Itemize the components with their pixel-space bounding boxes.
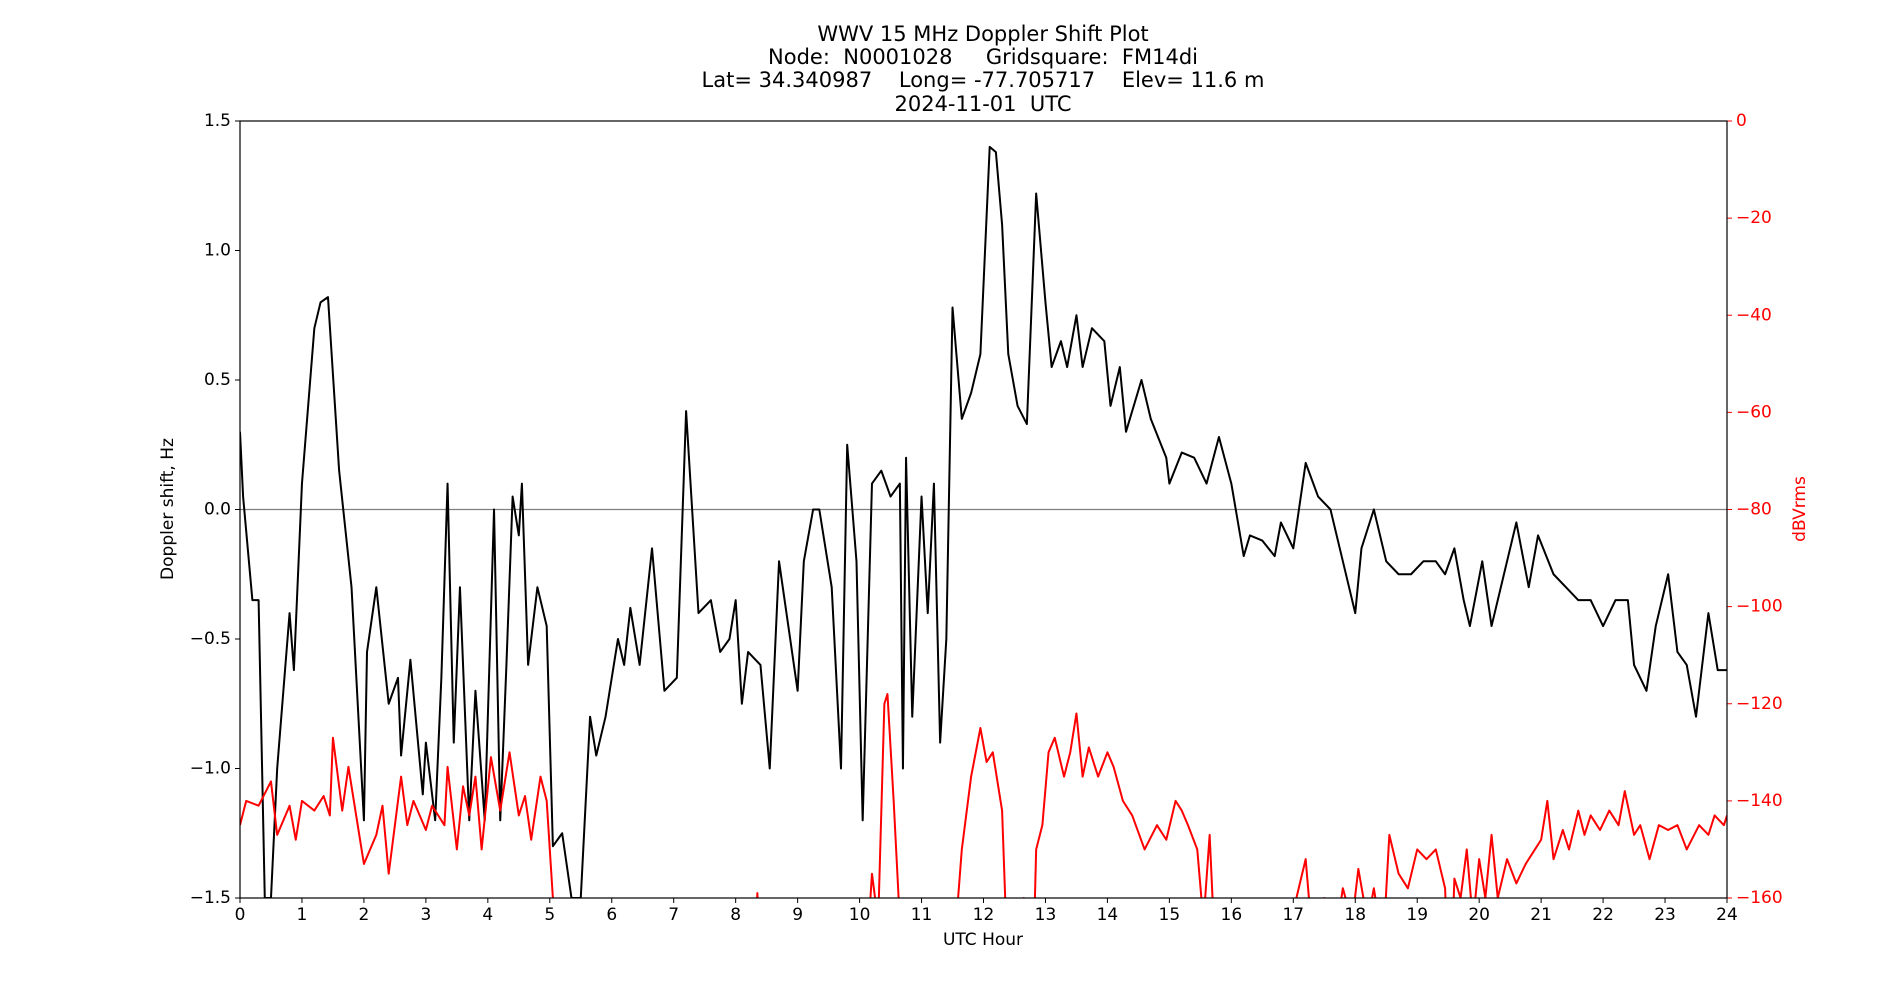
y2-tick-label: −80 (1736, 500, 1772, 520)
x-tick-label: 19 (1406, 905, 1428, 925)
plot-area (240, 145, 1727, 898)
data-line (240, 145, 1727, 898)
x-tick-label: 23 (1654, 905, 1676, 925)
y-tick-label: 1.0 (204, 241, 231, 261)
x-tick-label: 5 (544, 905, 555, 925)
x-tick-label: 11 (911, 905, 933, 925)
x-tick-label: 16 (1221, 905, 1243, 925)
x-tick-label: 21 (1530, 905, 1552, 925)
x-tick-label: 8 (730, 905, 741, 925)
x-tick-label: 12 (973, 905, 995, 925)
x-tick-label: 24 (1716, 905, 1738, 925)
y2-tick-label: −120 (1736, 694, 1783, 714)
y-tick-label: 0.5 (204, 370, 231, 390)
x-axis-label: UTC Hour (943, 930, 1023, 950)
y-tick-label: −0.5 (190, 629, 231, 649)
x-tick-label: 3 (420, 905, 431, 925)
x-tick-label: 14 (1097, 905, 1119, 925)
x-tick-label: 15 (1159, 905, 1181, 925)
chart-title: WWV 15 MHz Doppler Shift Plot (817, 22, 1148, 46)
y-axis-label: Doppler shift, Hz (158, 438, 178, 580)
y2-tick-label: 0 (1736, 111, 1747, 131)
chart-subtitle: Lat= 34.340987 Long= -77.705717 Elev= 11… (702, 68, 1265, 92)
x-tick-label: 13 (1035, 905, 1057, 925)
x-tick-label: 4 (482, 905, 493, 925)
x-tick-label: 7 (668, 905, 679, 925)
plot-frame (239, 120, 1728, 899)
y2-tick-label: −20 (1736, 208, 1772, 228)
x-tick-label: 9 (792, 905, 803, 925)
y2-axis-label: dBVrms (1790, 476, 1810, 542)
data-line (240, 693, 1727, 898)
y2-tick-label: −160 (1736, 888, 1783, 908)
x-tick-label: 17 (1282, 905, 1304, 925)
x-tick-label: 18 (1344, 905, 1366, 925)
chart-subtitle: 2024-11-01 UTC (894, 92, 1071, 116)
y2-tick-label: −40 (1736, 305, 1772, 325)
y-tick-label: 1.5 (204, 111, 231, 131)
x-tick-label: 0 (235, 905, 246, 925)
x-tick-label: 20 (1468, 905, 1490, 925)
x-tick-label: 1 (297, 905, 308, 925)
y2-tick-label: −100 (1736, 597, 1783, 617)
y-tick-label: −1.5 (190, 888, 231, 908)
y2-tick-label: −140 (1736, 791, 1783, 811)
y2-tick-label: −60 (1736, 402, 1772, 422)
x-tick-label: 6 (606, 905, 617, 925)
x-tick-label: 10 (849, 905, 871, 925)
y-tick-label: −1.0 (190, 759, 231, 779)
x-tick-label: 22 (1592, 905, 1614, 925)
y-tick-label: 0.0 (204, 500, 231, 520)
x-tick-label: 2 (359, 905, 370, 925)
chart-subtitle: Node: N0001028 Gridsquare: FM14di (768, 45, 1198, 69)
